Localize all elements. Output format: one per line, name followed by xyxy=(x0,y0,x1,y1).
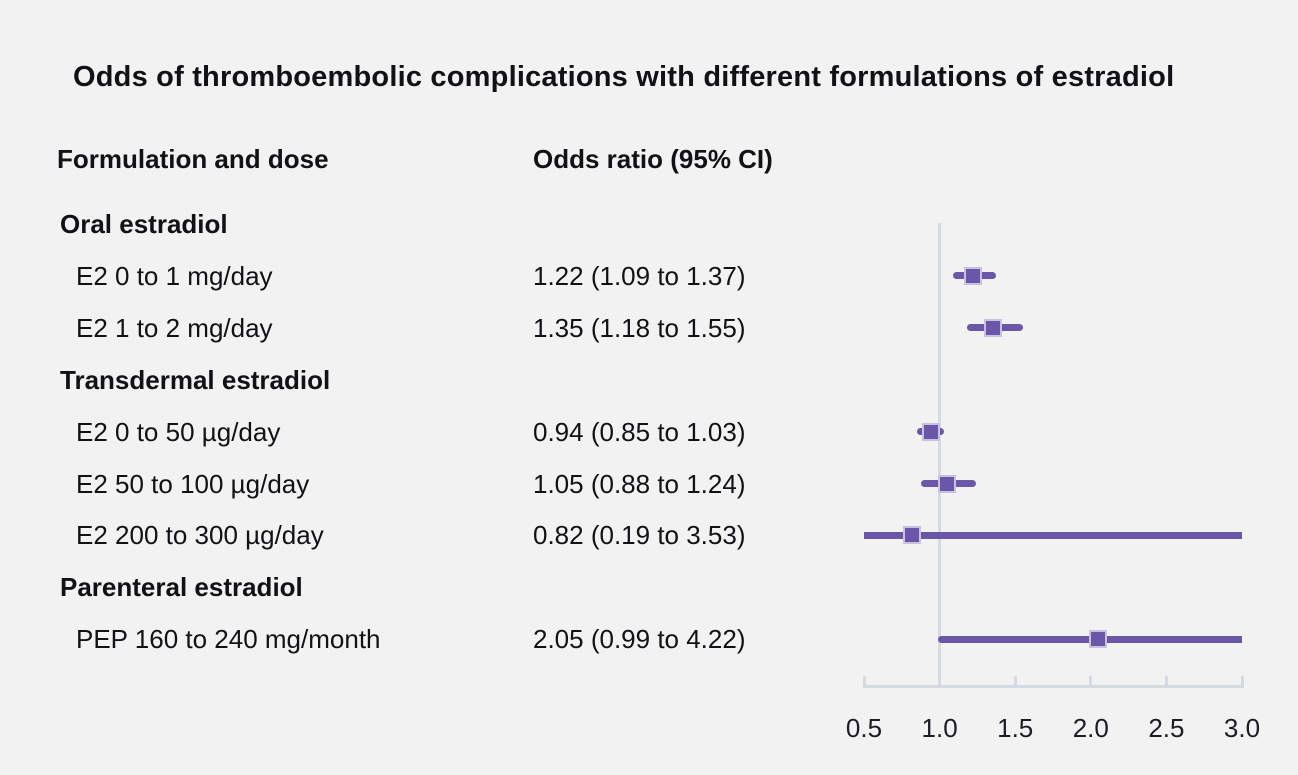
x-tick-label: 1.5 xyxy=(997,713,1034,743)
x-tick-label: 1.0 xyxy=(921,713,958,743)
or-value: 1.22 (1.09 to 1.37) xyxy=(533,260,746,291)
point-marker xyxy=(983,318,1002,337)
point-marker xyxy=(921,422,940,441)
row-label: E2 200 to 300 µg/day xyxy=(76,520,324,551)
x-axis-line xyxy=(862,685,1244,688)
x-axis-tick xyxy=(1089,676,1093,688)
column-header-odds-ratio: Odds ratio (95% CI) xyxy=(533,144,773,174)
figure-title: Odds of thromboembolic complications wit… xyxy=(73,61,1175,93)
group-label: Parenteral estradiol xyxy=(60,572,303,603)
row-label: E2 50 to 100 µg/day xyxy=(76,468,310,499)
x-tick-label: 0.5 xyxy=(845,713,883,743)
or-value: 0.82 (0.19 to 3.53) xyxy=(533,520,746,551)
x-axis-tick xyxy=(1240,676,1244,688)
point-marker xyxy=(938,474,957,493)
column-header-formulation: Formulation and dose xyxy=(57,144,329,174)
reference-line xyxy=(938,223,942,688)
point-marker xyxy=(903,526,922,545)
x-tick-label: 2.0 xyxy=(1072,713,1109,743)
x-tick-label: 3.0 xyxy=(1223,713,1261,743)
row-label: E2 0 to 1 mg/day xyxy=(76,260,273,291)
or-value: 2.05 (0.99 to 4.22) xyxy=(533,624,746,655)
point-marker xyxy=(1089,630,1108,649)
group-label: Oral estradiol xyxy=(60,209,228,239)
group-label: Transdermal estradiol xyxy=(60,364,331,395)
row-label: PEP 160 to 240 mg/month xyxy=(76,624,381,655)
x-axis-tick xyxy=(862,676,866,688)
row-label: E2 0 to 50 µg/day xyxy=(76,416,281,447)
x-tick-label: 2.5 xyxy=(1148,713,1185,743)
point-marker xyxy=(963,266,982,285)
row-label: E2 1 to 2 mg/day xyxy=(76,312,273,343)
or-value: 0.94 (0.85 to 1.03) xyxy=(533,416,746,447)
or-value: 1.35 (1.18 to 1.55) xyxy=(533,312,746,343)
or-value: 1.05 (0.88 to 1.24) xyxy=(533,468,746,499)
ci-line xyxy=(864,531,1242,539)
x-axis-tick xyxy=(1164,676,1168,688)
x-axis-tick xyxy=(1013,676,1017,688)
